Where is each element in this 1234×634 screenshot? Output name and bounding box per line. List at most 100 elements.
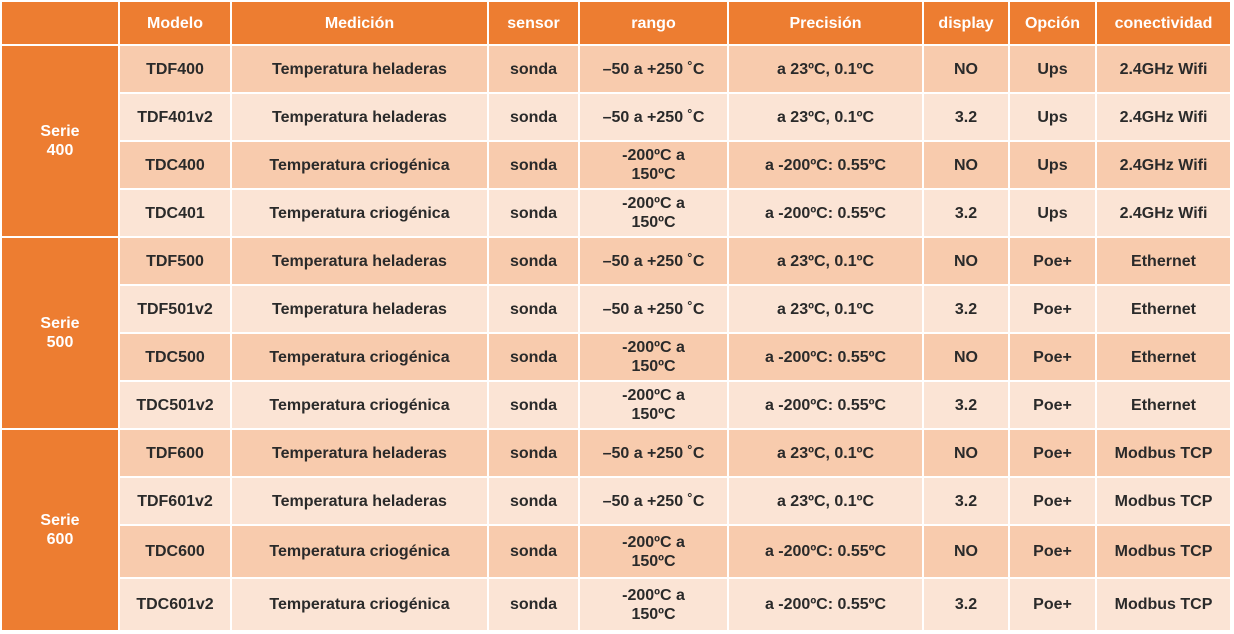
header-corner xyxy=(0,0,120,46)
display-text: 3.2 xyxy=(954,204,978,222)
connectivity-text: Modbus TCP xyxy=(1114,444,1213,462)
series-label: Serie 600 xyxy=(40,512,80,548)
display-cell: 3.2 xyxy=(922,476,1010,526)
connectivity-cell: 2.4GHz Wifi xyxy=(1095,44,1232,94)
precision-text: a 23ºC, 0.1ºC xyxy=(776,492,875,510)
model-cell: TDF601v2 xyxy=(118,476,232,526)
range-text: –50 a +250 ˚C xyxy=(602,492,705,510)
sensor-text: sonda xyxy=(509,492,558,510)
series-cell: Serie 400 xyxy=(0,44,120,238)
range-cell: –50 a +250 ˚C xyxy=(578,44,729,94)
table-row: TDC501v2 Temperatura criogénica sonda -200º… xyxy=(1,380,1232,430)
option-text: Poe+ xyxy=(1033,252,1072,270)
display-text: 3.2 xyxy=(954,596,978,613)
table-row: TDC600 Temperatura criogénica sonda -200ºC … xyxy=(1,524,1232,579)
measurement-text: Temperatura criogénica xyxy=(269,596,450,613)
measurement-text: Temperatura heladeras xyxy=(272,60,447,78)
series-label: Serie 400 xyxy=(40,123,80,159)
table-row: TDC401 Temperatura criogénica sonda -200ºC … xyxy=(1,188,1232,238)
option-cell: Ups xyxy=(1008,44,1097,94)
option-cell: Poe+ xyxy=(1008,332,1097,382)
precision-text: a 23ºC, 0.1ºC xyxy=(776,252,875,270)
option-text: Poe+ xyxy=(1033,348,1072,366)
model-text: TDC601v2 xyxy=(136,596,214,613)
option-text: Ups xyxy=(1037,108,1068,126)
measurement-cell: Temperatura heladeras xyxy=(230,44,489,94)
display-cell: 3.2 xyxy=(922,284,1010,334)
measurement-text: Temperatura criogénica xyxy=(269,156,450,174)
header-row: Modelo Medición sensor rango Precisión displa… xyxy=(0,0,1232,46)
precision-cell: a 23ºC, 0.1ºC xyxy=(727,236,924,286)
model-cell: TDC401 xyxy=(118,188,232,238)
display-text: NO xyxy=(954,252,978,270)
model-cell: TDC601v2 xyxy=(118,577,232,632)
range-cell: -200ºC a 150ºC xyxy=(578,524,729,579)
table-row: TDC400 Temperatura criogénica sonda -200ºC … xyxy=(1,140,1232,190)
sensor-cell: sonda xyxy=(487,284,580,334)
table-row: TDC601v2 Temperatura criogénica sonda -200º… xyxy=(1,577,1232,632)
option-text: Ups xyxy=(1037,60,1068,78)
sensor-cell: sonda xyxy=(487,44,580,94)
sensor-cell: sonda xyxy=(487,428,580,478)
range-text: -200ºC a 150ºC xyxy=(622,339,685,375)
table-row: TDF501v2 Temperatura heladeras sonda –50 a … xyxy=(1,284,1232,334)
column-header: conectividad xyxy=(1095,0,1232,46)
model-text: TDC600 xyxy=(145,543,205,560)
sensor-cell: sonda xyxy=(487,92,580,142)
column-header: sensor xyxy=(487,0,580,46)
display-cell: 3.2 xyxy=(922,380,1010,430)
model-text: TDC401 xyxy=(145,204,205,222)
sensor-text: sonda xyxy=(509,60,558,78)
precision-text: a -200ºC: 0.55ºC xyxy=(764,156,887,174)
connectivity-cell: Ethernet xyxy=(1095,236,1232,286)
display-cell: NO xyxy=(922,524,1010,579)
precision-cell: a 23ºC, 0.1ºC xyxy=(727,476,924,526)
column-header: Modelo xyxy=(118,0,232,46)
table-row: TDF401v2 Temperatura heladeras sonda –50 a … xyxy=(1,92,1232,142)
precision-cell: a -200ºC: 0.55ºC xyxy=(727,140,924,190)
sensor-cell: sonda xyxy=(487,577,580,632)
measurement-text: Temperatura criogénica xyxy=(269,204,450,222)
model-cell: TDC501v2 xyxy=(118,380,232,430)
option-text: Poe+ xyxy=(1033,543,1072,560)
connectivity-cell: Ethernet xyxy=(1095,332,1232,382)
connectivity-text: 2.4GHz Wifi xyxy=(1119,60,1208,78)
display-text: NO xyxy=(954,60,978,78)
model-text: TDF601v2 xyxy=(137,492,213,510)
sensor-cell: sonda xyxy=(487,188,580,238)
connectivity-text: Ethernet xyxy=(1131,396,1196,414)
measurement-cell: Temperatura heladeras xyxy=(230,476,489,526)
precision-cell: a -200ºC: 0.55ºC xyxy=(727,332,924,382)
display-text: NO xyxy=(954,348,978,366)
option-cell: Poe+ xyxy=(1008,524,1097,579)
range-cell: –50 a +250 ˚C xyxy=(578,284,729,334)
range-text: –50 a +250 ˚C xyxy=(602,108,705,126)
display-cell: NO xyxy=(922,236,1010,286)
range-text: –50 a +250 ˚C xyxy=(602,300,705,318)
measurement-cell: Temperatura heladeras xyxy=(230,284,489,334)
measurement-cell: Temperatura criogénica xyxy=(230,140,489,190)
display-cell: NO xyxy=(922,332,1010,382)
connectivity-cell: Modbus TCP xyxy=(1095,476,1232,526)
display-text: NO xyxy=(954,543,978,560)
connectivity-text: 2.4GHz Wifi xyxy=(1119,156,1208,174)
range-cell: –50 a +250 ˚C xyxy=(578,236,729,286)
model-text: TDC500 xyxy=(145,348,205,366)
connectivity-text: Modbus TCP xyxy=(1114,596,1213,613)
connectivity-cell: Ethernet xyxy=(1095,284,1232,334)
model-text: TDF600 xyxy=(146,444,204,462)
display-text: 3.2 xyxy=(954,300,978,318)
connectivity-cell: Modbus TCP xyxy=(1095,577,1232,632)
connectivity-cell: Modbus TCP xyxy=(1095,428,1232,478)
option-text: Poe+ xyxy=(1033,300,1072,318)
connectivity-text: Ethernet xyxy=(1131,300,1196,318)
series-cell: Serie 600 xyxy=(0,428,120,632)
model-text: TDC400 xyxy=(145,156,205,174)
range-cell: -200ºC a 150ºC xyxy=(578,577,729,632)
display-cell: NO xyxy=(922,428,1010,478)
measurement-text: Temperatura criogénica xyxy=(269,348,450,366)
sensor-text: sonda xyxy=(509,543,558,560)
connectivity-text: 2.4GHz Wifi xyxy=(1119,204,1208,222)
sensor-cell: sonda xyxy=(487,236,580,286)
